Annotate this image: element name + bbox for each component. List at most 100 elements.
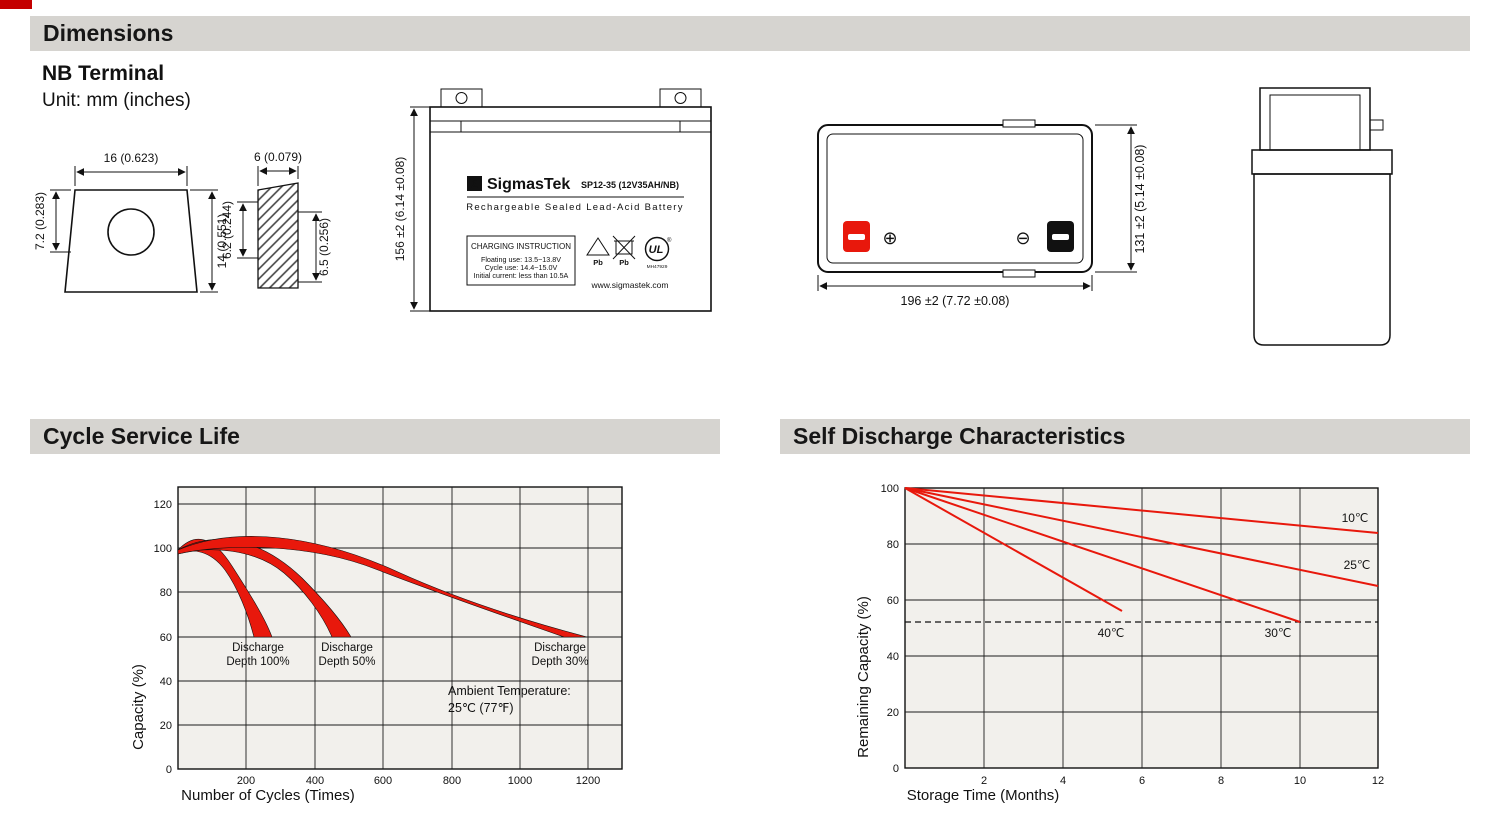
- y-tick-zero: 0: [893, 763, 899, 775]
- dim-label-battery-height: 156 ±2 (6.14 ±0.08): [393, 157, 407, 262]
- negative-terminal: ⊖: [1015, 221, 1074, 252]
- cycle-y-axis-title: Capacity (%): [130, 664, 147, 750]
- self-discharge-grid: [905, 488, 1378, 768]
- section-title-self-discharge: Self Discharge Characteristics: [793, 423, 1126, 449]
- battery-front-outline: [429, 88, 712, 312]
- pb-crossed-bin-icon: [612, 235, 636, 260]
- line-30c: [904, 487, 1301, 623]
- y-tick: 40: [160, 676, 172, 688]
- x-tick: 6: [1139, 775, 1145, 787]
- dim-label-battery-depth: 131 ±2 (5.14 ±0.08): [1133, 145, 1147, 254]
- positive-terminal: ⊕: [843, 221, 898, 252]
- line-10c: [904, 487, 1379, 534]
- section-header-cycle-life: Cycle Service Life: [30, 419, 720, 454]
- x-tick: 8: [1218, 775, 1224, 787]
- page-accent-mark: [0, 0, 32, 9]
- ambient-temperature-annotation: Ambient Temperature: 25℃ (77℉): [448, 684, 571, 715]
- y-tick: 40: [887, 651, 899, 663]
- terminal-front-shape: [64, 189, 198, 293]
- line-40c: [904, 487, 1123, 612]
- plus-terminal-symbol: ⊕: [882, 228, 897, 248]
- temperature-lines: [904, 487, 1379, 623]
- battery-side-view: [1251, 87, 1393, 346]
- model-number: SP12-35 (12V35AH/NB): [581, 180, 679, 190]
- terminal-cross-section: [257, 182, 299, 289]
- annotation-line1: Ambient Temperature:: [448, 684, 571, 698]
- self-discharge-chart: 10℃ 25℃ 30℃ 40℃ 100 80 60 40 20 0 2 4 6 …: [855, 483, 1384, 804]
- unit-note: Unit: mm (inches): [42, 90, 191, 111]
- y-tick-zero: 0: [166, 764, 172, 776]
- y-tick: 120: [154, 499, 172, 511]
- band-label-100-line2: Depth 100%: [226, 656, 289, 668]
- side-lid: [1251, 149, 1393, 175]
- charging-line-1: Floating use: 13.5~13.8V: [481, 255, 561, 264]
- dim-battery-depth: 131 ±2 (5.14 ±0.08): [1095, 124, 1147, 273]
- band-label-50-line1: Discharge: [321, 642, 373, 654]
- dim-terminal-height: 14 (0.551): [190, 189, 229, 293]
- band-label-30-line2: Depth 30%: [532, 656, 589, 668]
- section-title-cycle-life: Cycle Service Life: [43, 423, 240, 449]
- label-30c: 30℃: [1265, 626, 1292, 640]
- x-tick: 10: [1294, 775, 1306, 787]
- side-terminal-pin: [1369, 119, 1384, 131]
- website-url: www.sigmastek.com: [591, 280, 669, 290]
- pb-label-1: Pb: [593, 258, 603, 267]
- dim-battery-height: 156 ±2 (6.14 ±0.08): [393, 106, 430, 312]
- x-tick: 12: [1372, 775, 1384, 787]
- discharge-depth-bands: [177, 536, 588, 638]
- dim-label-terminal-width: 16 (0.623): [104, 151, 159, 165]
- self-discharge-x-axis-title: Storage Time (Months): [907, 787, 1060, 804]
- self-discharge-y-axis-title: Remaining Capacity (%): [855, 596, 872, 758]
- cycle-x-tick-labels: 200 400 600 800 1000 1200: [237, 775, 600, 787]
- temperature-line-labels: 10℃ 25℃ 30℃ 40℃: [1098, 511, 1371, 640]
- terminal-bolt-hole-right: [674, 92, 687, 104]
- x-tick: 4: [1060, 775, 1066, 787]
- y-tick: 100: [154, 543, 172, 555]
- cycle-x-axis-title: Number of Cycles (Times): [181, 787, 355, 804]
- brand-name: SigmasTek: [487, 176, 570, 193]
- charging-line-2: Cycle use: 14.4~15.0V: [485, 263, 558, 272]
- line-25c: [904, 487, 1379, 587]
- battery-top-view: ⊕ ⊖ 196 ±2 (7.72 ±0.08) 131 ±2 (5.14 ±0.…: [817, 119, 1147, 308]
- label-25c: 25℃: [1344, 558, 1371, 572]
- pb-label-2: Pb: [619, 258, 629, 267]
- x-tick: 200: [237, 775, 255, 787]
- x-tick: 2: [981, 775, 987, 787]
- dim-label-cs-outer: 6.5 (0.256): [317, 218, 331, 276]
- dim-label-cs-width: 6 (0.079): [254, 150, 302, 164]
- band-label-100-line1: Discharge: [232, 642, 284, 654]
- pb-recycle-icon: [586, 237, 610, 256]
- plot-area: [177, 486, 623, 770]
- ul-mark-icon: UL ® MH47929: [644, 236, 672, 270]
- dim-cs-width: 6 (0.079): [254, 150, 302, 186]
- dim-terminal-upper-height: 7.2 (0.283): [33, 189, 71, 253]
- sigma-glyph: Σ: [471, 177, 478, 191]
- annotation-line2: 25℃ (77℉): [448, 701, 514, 715]
- battery-front-view: Σ SigmasTek SP12-35 (12V35AH/NB) Recharg…: [393, 88, 712, 312]
- side-body: [1253, 173, 1391, 346]
- x-tick: 1000: [508, 775, 532, 787]
- self-discharge-x-tick-labels: 2 4 6 8 10 12: [981, 775, 1384, 787]
- y-tick: 80: [160, 587, 172, 599]
- cycle-service-life-chart: 120 100 80 60 40 20 0 200 400 600 800 10…: [130, 486, 623, 804]
- charging-line-3: Initial current: less than 10.5A: [474, 271, 569, 280]
- terminal-hole: [107, 208, 155, 256]
- dim-label-battery-length: 196 ±2 (7.72 ±0.08): [901, 294, 1010, 308]
- band-label-50-line2: Depth 50%: [319, 656, 376, 668]
- dim-terminal-width: 16 (0.623): [74, 151, 188, 186]
- terminal-slot: [1052, 234, 1069, 240]
- y-tick: 100: [881, 483, 899, 495]
- ul-file-number: MH47929: [647, 264, 668, 270]
- terminal-slot: [848, 234, 865, 240]
- y-tick: 20: [160, 720, 172, 732]
- charging-title: CHARGING INSTRUCTION: [471, 242, 571, 251]
- sigma-logo-icon: [467, 176, 482, 191]
- y-tick: 20: [887, 707, 899, 719]
- top-view-outline: [817, 119, 1093, 278]
- cycle-y-tick-labels: 120 100 80 60 40 20 0: [154, 499, 172, 776]
- dim-label-terminal-height: 14 (0.551): [215, 214, 229, 269]
- plot-area: [904, 487, 1379, 769]
- side-view-outline: [1251, 87, 1393, 346]
- label-10c: 10℃: [1342, 511, 1369, 525]
- battery-type-line: Rechargeable Sealed Lead-Acid Battery: [466, 202, 684, 213]
